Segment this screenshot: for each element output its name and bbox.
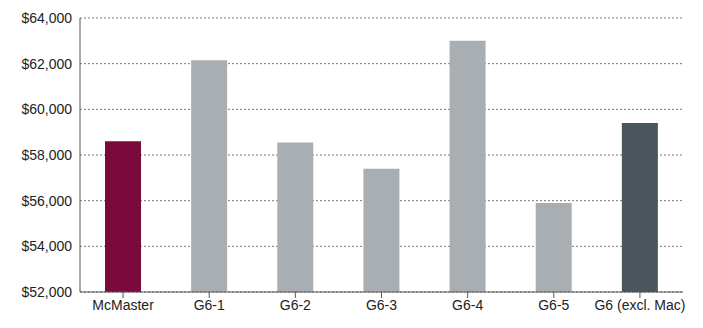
svg-text:$64,000: $64,000 <box>21 10 72 26</box>
svg-text:G6-2: G6-2 <box>280 297 311 313</box>
svg-text:$56,000: $56,000 <box>21 193 72 209</box>
svg-text:$54,000: $54,000 <box>21 238 72 254</box>
svg-text:McMaster: McMaster <box>92 297 154 313</box>
svg-text:$60,000: $60,000 <box>21 101 72 117</box>
svg-text:G6 (excl. Mac): G6 (excl. Mac) <box>594 297 685 313</box>
svg-text:G6-4: G6-4 <box>452 297 483 313</box>
svg-text:G6-1: G6-1 <box>194 297 225 313</box>
svg-text:$58,000: $58,000 <box>21 147 72 163</box>
svg-text:G6-5: G6-5 <box>538 297 569 313</box>
svg-text:G6-3: G6-3 <box>366 297 397 313</box>
svg-text:$62,000: $62,000 <box>21 56 72 72</box>
svg-text:$52,000: $52,000 <box>21 284 72 300</box>
